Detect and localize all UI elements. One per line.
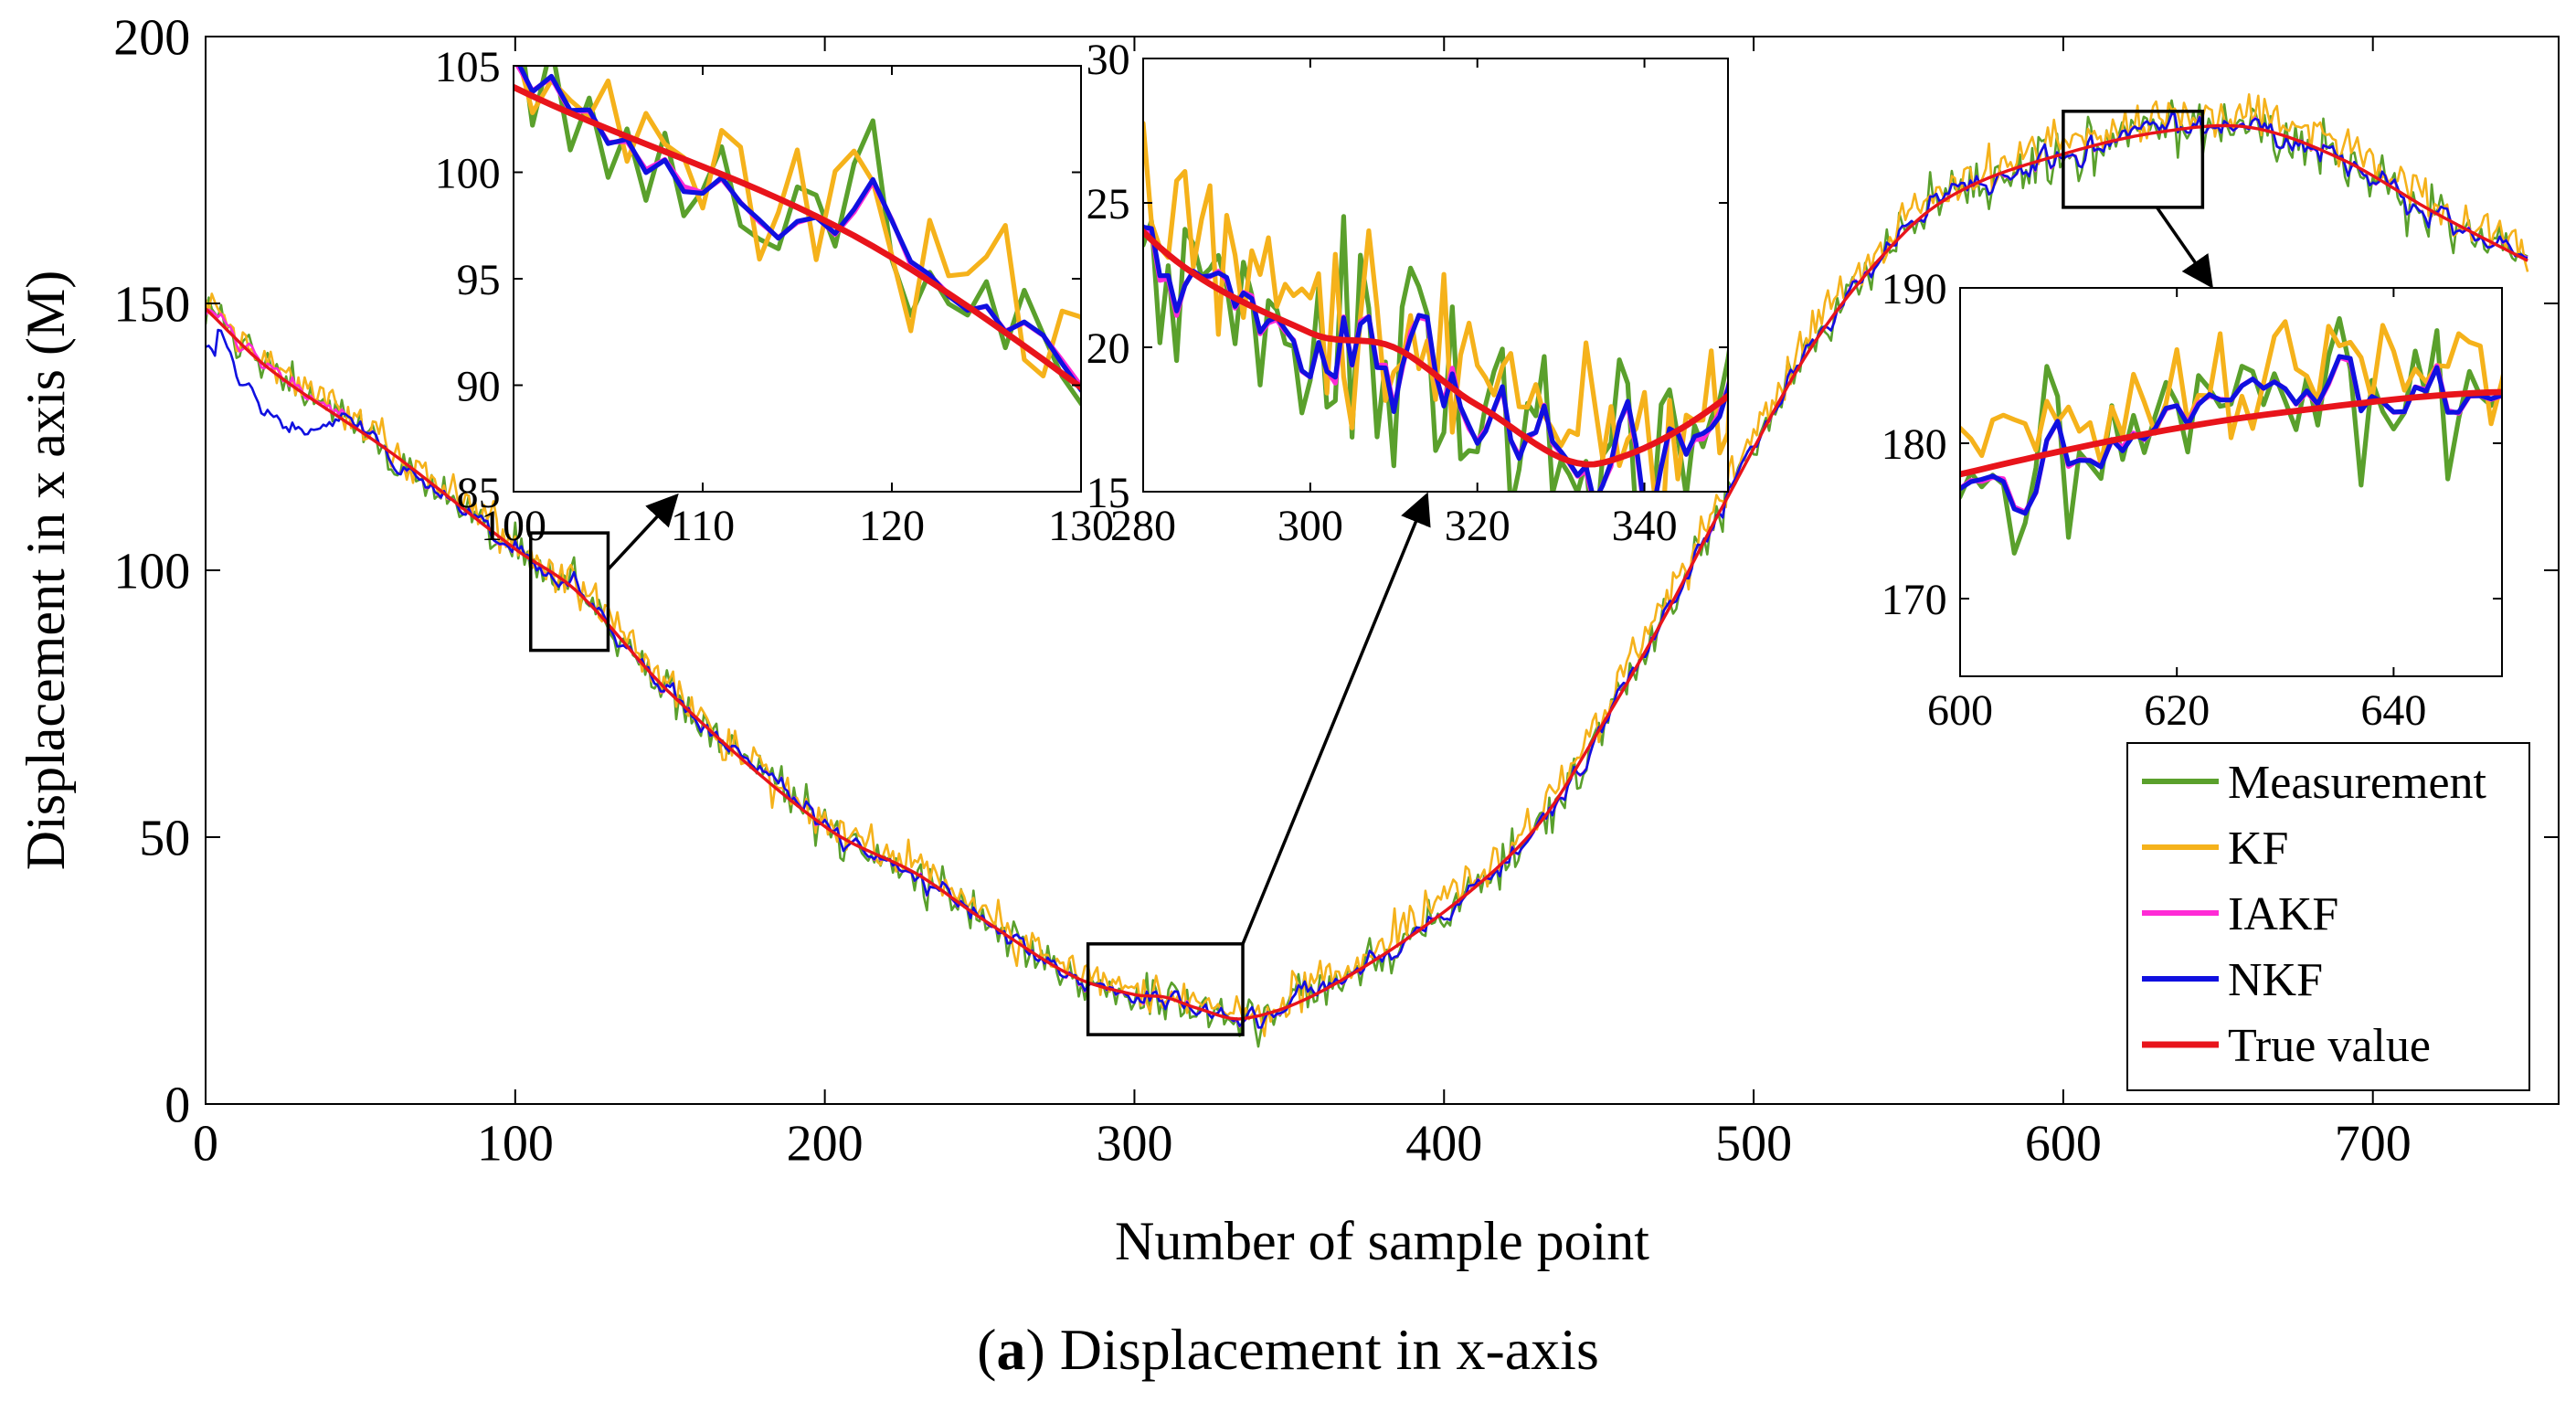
main-plot-series-kf — [206, 93, 2529, 1037]
inset-3-series-true-value — [1960, 388, 2502, 478]
main-plot-ytick-label: 150 — [113, 277, 190, 334]
main-plot-xtick-label: 600 — [2025, 1116, 2102, 1173]
main-plot-series-group — [206, 93, 2529, 1048]
inset-2-ytick-label: 20 — [1087, 324, 1130, 373]
inset-2-xtick-label: 300 — [1277, 502, 1343, 550]
inset-3-ytick-label: 190 — [1882, 265, 1947, 313]
main-plot-xtick-label: 200 — [787, 1116, 864, 1173]
zoom-arrow-3 — [2155, 206, 2213, 289]
inset-2-ytick-label: 25 — [1087, 180, 1130, 228]
inset-1-xtick-label: 120 — [859, 502, 925, 550]
inset-1-ytick-label: 95 — [457, 256, 501, 304]
inset-2-series-kf — [1143, 121, 1728, 492]
inset-3-xtick-label: 620 — [2144, 686, 2210, 735]
zoom-box-2 — [1086, 942, 1245, 1036]
inset-2-series-true-value — [1143, 227, 1728, 468]
inset-1-xtick-label: 110 — [671, 502, 735, 550]
inset-3-ytick-label: 170 — [1882, 576, 1947, 624]
inset-3-xtick-label: 600 — [1927, 686, 1993, 735]
main-plot-series-nkf — [206, 111, 2528, 1029]
zoom-arrow-2 — [1241, 492, 1431, 945]
main-plot-ytick-label: 200 — [113, 10, 190, 67]
inset-2-xtick-label: 280 — [1110, 502, 1176, 550]
main-plot-series-true-value — [206, 123, 2528, 1021]
inset-2-xtick-label: 320 — [1445, 502, 1511, 550]
inset-3-ytick-label: 180 — [1882, 420, 1947, 469]
inset-1-xtick-label: 130 — [1048, 502, 1114, 550]
main-plot-xtick-label: 400 — [1405, 1116, 1482, 1173]
main-plot-xtick-label: 500 — [1715, 1116, 1792, 1173]
inset-2-ytick-label: 15 — [1087, 469, 1130, 517]
inset-3-frame — [1959, 287, 2503, 677]
inset-3-series-group — [1960, 315, 2502, 556]
legend-label-measurement: Measurement — [2228, 757, 2487, 809]
main-plot-xtick-label: 0 — [193, 1116, 218, 1173]
inset-2-xtick-label: 340 — [1612, 502, 1678, 550]
caption-letter: a — [996, 1317, 1026, 1382]
inset-1-series-group — [514, 66, 1081, 409]
inset-2-series-group — [1143, 121, 1728, 492]
inset-2: 280 300 320 340 15 20 25 30 — [1087, 36, 1729, 550]
inset-2-series-measurement — [1143, 214, 1728, 492]
legend-label-true-value: True value — [2228, 1020, 2431, 1072]
inset-1: 100 110 120 130 85 90 95 100 105 — [435, 43, 1114, 550]
inset-3-series-kf — [1960, 319, 2502, 467]
inset-3: 600 620 640 170 180 190 — [1882, 265, 2503, 735]
legend-label-kf: KF — [2228, 823, 2288, 875]
legend-label-iakf: IAKF — [2228, 888, 2338, 940]
main-plot-xtick-label: 100 — [477, 1116, 554, 1173]
inset-1-series-true-value — [514, 83, 1081, 392]
inset-1-ytick-label: 90 — [457, 362, 501, 410]
y-axis-label: Displacement in x axis (M) — [16, 271, 76, 871]
zoom-arrow-1 — [607, 493, 679, 571]
inset-3-xtick-label: 640 — [2360, 686, 2426, 735]
main-plot-ytick-label: 100 — [113, 544, 190, 600]
legend: Measurement KF IAKF NKF True value — [2126, 742, 2530, 1091]
zoom-box-1 — [529, 531, 610, 653]
main-plot-xtick-label: 300 — [1096, 1116, 1172, 1173]
x-axis-label: Number of sample point — [1115, 1211, 1649, 1271]
figure-caption: (a) Displacement in x-axis — [977, 1317, 1599, 1382]
legend-box — [2126, 742, 2530, 1091]
inset-1-series-nkf — [516, 66, 1081, 394]
zoom-box-3 — [2062, 110, 2205, 209]
main-plot-ytick-label: 50 — [139, 811, 190, 867]
inset-3-series-nkf — [1960, 354, 2502, 516]
inset-1-xtick-label: 100 — [481, 502, 546, 550]
inset-1-ytick-label: 105 — [435, 43, 501, 91]
inset-3-background — [1960, 288, 2502, 676]
inset-2-ytick-label: 30 — [1087, 36, 1130, 84]
inset-2-frame — [1142, 58, 1729, 493]
inset-1-ytick-label: 85 — [457, 469, 501, 517]
inset-1-ytick-label: 100 — [435, 149, 501, 197]
caption-text: Displacement in x-axis — [1059, 1317, 1599, 1382]
main-plot-ytick-label: 0 — [164, 1078, 190, 1134]
legend-label-nkf: NKF — [2228, 954, 2323, 1006]
inset-1-background — [514, 66, 1081, 492]
main-plot-xtick-label: 700 — [2335, 1116, 2412, 1173]
